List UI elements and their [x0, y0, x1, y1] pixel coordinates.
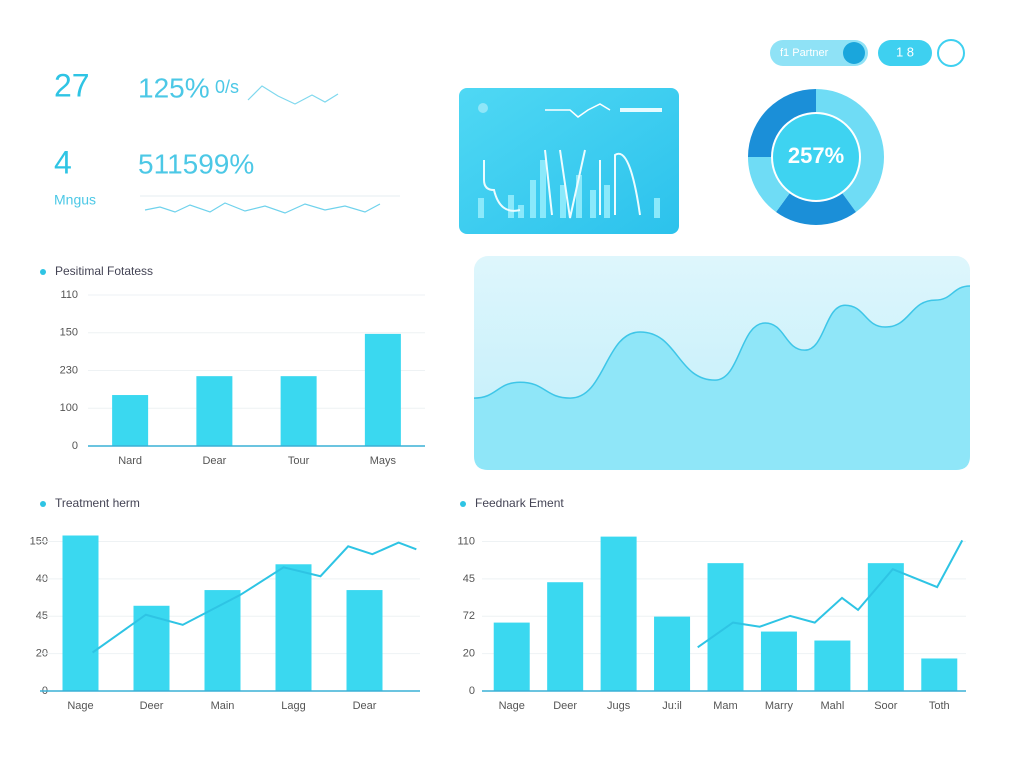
bar — [275, 564, 312, 691]
pie-slice — [776, 193, 856, 226]
legend-dot — [40, 269, 46, 275]
x-tick-label: Nage — [67, 700, 93, 712]
kpi-extra: 0/s — [215, 77, 239, 97]
y-tick-label: 20 — [463, 648, 475, 660]
bar — [654, 616, 691, 691]
sparkline — [247, 85, 339, 105]
card-line — [620, 108, 662, 112]
card-glyphs — [483, 149, 641, 219]
center-label: 257% — [788, 143, 844, 168]
x-tick-label: Toth — [929, 700, 950, 712]
icon-button[interactable] — [937, 39, 965, 67]
bar — [760, 631, 797, 691]
y-tick-label: 110 — [457, 535, 475, 547]
area — [474, 285, 970, 470]
bar — [196, 376, 233, 446]
bar — [867, 563, 904, 691]
area-line — [473, 285, 971, 399]
kpi-detail: 125% — [138, 72, 210, 103]
kpi-extra: Mngus — [54, 192, 96, 208]
sparkline — [144, 202, 381, 214]
y-tick-label: 150 — [30, 535, 48, 547]
pill-text: f1 Partner — [780, 47, 829, 59]
bar — [493, 622, 530, 691]
x-tick-label: Nard — [118, 455, 142, 467]
x-tick-label: Mays — [370, 455, 397, 467]
line — [91, 541, 417, 654]
chart-title: Pesitimal Fotatess — [55, 264, 153, 278]
pill[interactable] — [878, 40, 932, 66]
bar — [921, 658, 958, 691]
x-tick-label: Deer — [553, 700, 577, 712]
chart-title: Treatment herm — [55, 496, 140, 510]
bar — [547, 582, 584, 691]
bar — [112, 395, 149, 446]
bar — [364, 333, 401, 446]
x-tick-label: Lagg — [281, 700, 305, 712]
legend-dot — [40, 501, 46, 507]
bar — [346, 590, 383, 691]
pill[interactable] — [770, 40, 868, 66]
x-tick-label: Dear — [202, 455, 226, 467]
bar — [814, 640, 851, 691]
x-tick-label: Dear — [353, 700, 377, 712]
y-tick-label: 110 — [60, 289, 78, 301]
pill-text: 1 8 — [896, 44, 914, 59]
kpi-detail: 511599% — [138, 148, 254, 179]
chart-title: Feednark Ement — [475, 496, 564, 510]
x-tick-label: Mam — [713, 700, 737, 712]
x-tick-label: Soor — [874, 700, 898, 712]
card-line — [545, 103, 611, 118]
kpi-value: 27 — [54, 67, 90, 103]
x-tick-label: Mahl — [820, 700, 844, 712]
y-tick-label: 100 — [60, 402, 78, 414]
y-tick-label: 45 — [463, 573, 475, 585]
card-bars — [478, 160, 660, 218]
x-tick-label: Deer — [140, 700, 164, 712]
bar — [280, 376, 317, 446]
line — [697, 539, 964, 649]
legend-dot — [460, 501, 466, 507]
bar — [204, 590, 241, 691]
x-tick-label: Ju:il — [662, 700, 682, 712]
x-tick-label: Nage — [499, 700, 525, 712]
x-tick-label: Jugs — [607, 700, 631, 712]
card-dot — [478, 103, 488, 113]
x-tick-label: Marry — [765, 700, 794, 712]
y-tick-label: 0 — [469, 685, 475, 697]
pill-icon[interactable] — [843, 42, 865, 64]
donut-center — [773, 114, 859, 200]
y-tick-label: 72 — [463, 610, 475, 622]
pie-slice — [816, 89, 884, 213]
pie-slice — [748, 89, 816, 157]
kpi-value: 4 — [54, 144, 72, 180]
y-tick-label: 150 — [60, 327, 78, 339]
x-tick-label: Tour — [288, 455, 310, 467]
pie-slice — [748, 157, 790, 213]
x-tick-label: Main — [211, 700, 235, 712]
bar — [62, 535, 99, 691]
bar — [600, 536, 637, 691]
y-tick-label: 0 — [72, 440, 78, 452]
y-tick-label: 230 — [60, 364, 78, 376]
